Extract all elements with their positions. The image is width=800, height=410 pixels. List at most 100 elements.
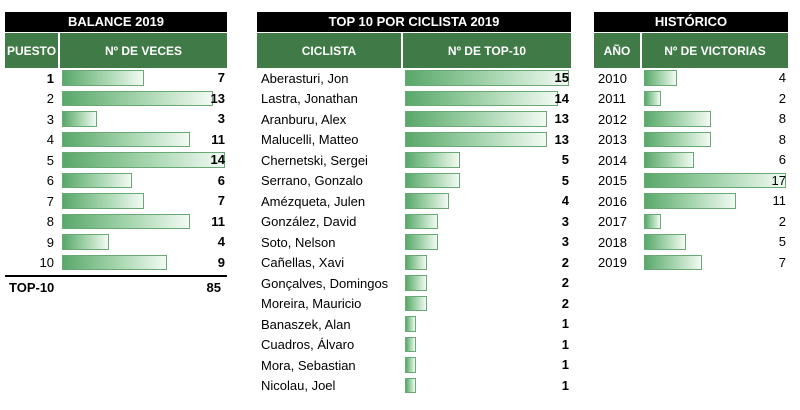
ciclista-row: Soto, Nelson 3: [257, 232, 571, 253]
bar-value: 5: [561, 172, 569, 188]
data-bar: [405, 152, 460, 168]
bar-cell: 6: [642, 150, 788, 171]
data-bar: [405, 213, 438, 229]
anio-cell: 2016: [598, 193, 627, 209]
bar-cell: 2: [403, 273, 571, 294]
ciclista-name: Moreira, Mauricio: [261, 296, 362, 312]
bar-cell: 8: [642, 109, 788, 130]
ciclista-name: Soto, Nelson: [261, 234, 336, 250]
anio-cell: 2011: [598, 91, 626, 107]
ciclista-row: Malucelli, Matteo 13: [257, 130, 571, 151]
bar-value: 1: [561, 377, 569, 393]
historico-row: 2013 8: [594, 130, 788, 151]
bar-cell: 2: [403, 294, 571, 315]
ciclista-row: Chernetski, Sergei 5: [257, 150, 571, 171]
ciclista-name: Amézqueta, Julen: [261, 193, 366, 209]
puesto-cell: 3: [46, 111, 54, 127]
historico-row: 2014 6: [594, 150, 788, 171]
data-bar: [62, 131, 191, 147]
anio-cell: 2019: [598, 255, 627, 271]
bar-value: 1: [561, 357, 569, 372]
top10-header: CICLISTA Nº DE TOP-10: [257, 33, 571, 68]
top10-title: TOP 10 POR CICLISTA 2019: [257, 12, 571, 32]
bar-cell: 2: [403, 253, 571, 274]
bar-cell: 4: [642, 68, 788, 89]
balance-title: BALANCE 2019: [5, 12, 227, 32]
ciclista-name: Malucelli, Matteo: [261, 132, 359, 148]
ciclista-name: Nicolau, Joel: [261, 378, 336, 394]
puesto-cell: 1: [46, 70, 54, 86]
data-bar: [405, 336, 416, 352]
bar-value: 11: [211, 131, 225, 147]
ciclista-row: Moreira, Mauricio 2: [257, 294, 571, 315]
data-bar: [405, 254, 427, 270]
historico-row: 2018 5: [594, 232, 788, 253]
historico-title: HISTÓRICO: [594, 12, 788, 32]
data-bar: [644, 152, 695, 168]
data-bar: [405, 193, 449, 209]
bar-cell: 4: [403, 191, 571, 212]
data-bar: [644, 131, 711, 147]
anio-cell: 2017: [598, 214, 627, 230]
bar-cell: 13: [403, 130, 571, 151]
data-bar: [644, 193, 736, 209]
bar-value: 11: [772, 193, 787, 208]
historico-header: AÑO Nº DE VICTORIAS: [594, 33, 788, 68]
bar-cell: 11: [60, 130, 227, 151]
bar-cell: 5: [403, 171, 571, 192]
data-bar: [405, 357, 416, 373]
ciclista-name: Serrano, Gonzalo: [261, 173, 363, 189]
puesto-cell: 8: [46, 214, 54, 230]
bar-cell: 3: [60, 109, 227, 130]
anio-cell: 2015: [598, 173, 627, 189]
balance-total-row: TOP-10 85: [5, 275, 227, 297]
data-bar: [405, 295, 427, 311]
ciclista-name: Mora, Sebastian: [261, 357, 356, 373]
bar-value: 9: [217, 254, 225, 270]
ciclista-name: Chernetski, Sergei: [261, 152, 368, 168]
bar-value: 2: [778, 213, 786, 229]
data-bar: [62, 193, 144, 209]
data-bar: [405, 131, 548, 147]
historico-row: 2017 2: [594, 212, 788, 233]
col-anio-header: AÑO: [594, 33, 640, 68]
ciclista-row: Nicolau, Joel 1: [257, 376, 571, 397]
bar-value: 13: [210, 90, 225, 106]
ciclista-row: Amézqueta, Julen 4: [257, 191, 571, 212]
puesto-cell: 2: [46, 91, 54, 107]
bar-cell: 9: [60, 253, 227, 274]
data-bar: [405, 316, 416, 332]
top10-panel: TOP 10 POR CICLISTA 2019 CICLISTA Nº DE …: [257, 12, 571, 396]
ciclista-row: Cuadros, Álvaro 1: [257, 335, 571, 356]
balance-rows: 1 7 2 13 3 3 4 11 5 14 6 6 7 7 8 11 9 4 10 9: [5, 68, 227, 273]
data-bar: [62, 234, 109, 250]
bar-value: 5: [778, 234, 786, 249]
col-top10-header: Nº DE TOP-10: [403, 33, 571, 68]
data-bar: [62, 111, 97, 127]
bar-value: 7: [217, 70, 225, 85]
bar-cell: 17: [642, 171, 788, 192]
historico-row: 2016 11: [594, 191, 788, 212]
bar-cell: 7: [60, 191, 227, 212]
anio-cell: 2013: [598, 132, 627, 148]
bar-cell: 1: [403, 335, 571, 356]
data-bar: [644, 111, 711, 127]
data-bar: [644, 172, 786, 188]
bar-value: 2: [561, 295, 569, 311]
bar-cell: 8: [642, 130, 788, 151]
bar-value: 2: [561, 275, 569, 290]
puesto-cell: 4: [46, 132, 54, 148]
data-bar: [405, 70, 569, 86]
ciclista-row: Gonçalves, Domingos 2: [257, 273, 571, 294]
bar-value: 3: [561, 213, 569, 229]
bar-value: 13: [554, 131, 569, 147]
puesto-cell: 9: [46, 234, 54, 250]
bar-cell: 4: [60, 232, 227, 253]
balance-row: 5 14: [5, 150, 227, 171]
col-victorias-header: Nº DE VICTORIAS: [642, 33, 788, 68]
data-bar: [405, 275, 427, 291]
